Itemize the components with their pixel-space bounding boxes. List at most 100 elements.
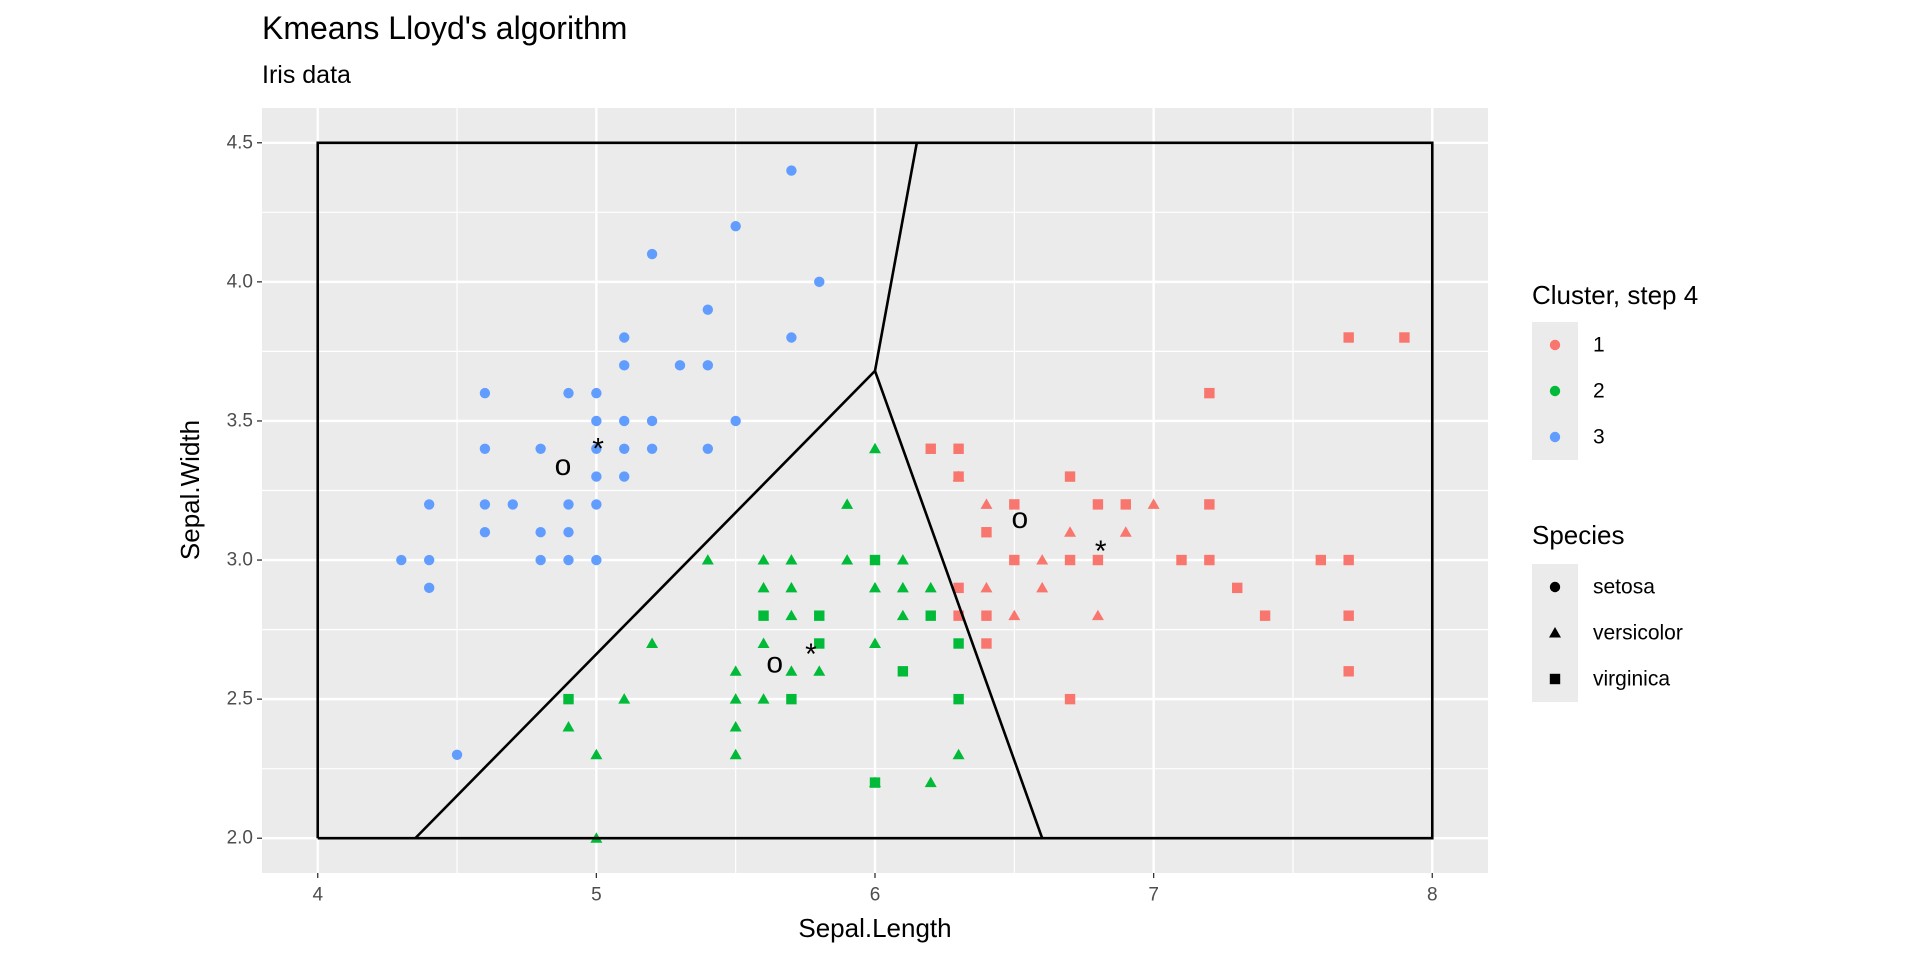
point xyxy=(925,443,936,454)
point xyxy=(786,165,797,176)
point xyxy=(563,554,574,566)
point xyxy=(952,470,965,482)
point xyxy=(1119,526,1132,537)
point xyxy=(618,693,631,704)
legend-key xyxy=(1549,627,1561,638)
point xyxy=(396,554,407,566)
x-tick-label: 7 xyxy=(1148,885,1159,906)
point xyxy=(869,554,881,566)
y-tick-label: 3.0 xyxy=(227,550,253,571)
point xyxy=(1147,498,1160,509)
legend-title: Cluster, step 4 xyxy=(1532,280,1698,310)
point xyxy=(619,471,630,482)
point xyxy=(562,720,575,732)
point xyxy=(925,610,936,621)
point xyxy=(1204,499,1215,510)
point xyxy=(869,777,881,788)
point xyxy=(757,693,770,704)
point xyxy=(535,554,546,566)
point xyxy=(591,443,602,454)
point xyxy=(1343,554,1354,566)
point xyxy=(590,748,603,760)
voronoi-edge xyxy=(873,142,919,372)
point xyxy=(786,332,797,343)
point xyxy=(1399,332,1410,343)
chart-title: Kmeans Lloyd's algorithm xyxy=(262,10,627,46)
point xyxy=(1036,554,1049,565)
point xyxy=(423,499,435,510)
legend-key xyxy=(1549,431,1561,443)
point xyxy=(729,720,742,732)
point xyxy=(1204,554,1215,566)
point xyxy=(869,581,881,593)
voronoi-edge xyxy=(873,370,1044,839)
point xyxy=(1343,332,1354,343)
point xyxy=(451,749,463,760)
point xyxy=(563,387,574,399)
point xyxy=(702,360,714,371)
point xyxy=(953,610,964,621)
point xyxy=(674,360,686,371)
legend-key xyxy=(1549,385,1561,397)
point xyxy=(814,638,825,649)
point xyxy=(423,554,435,566)
point xyxy=(953,443,964,454)
chart-subtitle: Iris data xyxy=(262,61,351,89)
center-marker: o xyxy=(766,646,783,679)
point xyxy=(981,527,992,538)
center-marker: * xyxy=(592,432,604,465)
point xyxy=(591,471,602,482)
point xyxy=(591,387,602,399)
point xyxy=(479,499,491,510)
x-tick-label: 5 xyxy=(591,885,602,906)
point xyxy=(869,637,881,648)
point xyxy=(1343,666,1354,677)
legend-label: virginica xyxy=(1593,668,1670,691)
point xyxy=(702,304,714,315)
point xyxy=(896,609,909,621)
center-marker: o xyxy=(1012,502,1029,535)
point xyxy=(953,693,964,705)
point xyxy=(924,776,937,788)
point xyxy=(646,248,658,260)
point xyxy=(785,581,798,593)
point xyxy=(591,499,602,510)
point xyxy=(646,415,658,427)
point xyxy=(757,581,770,593)
y-tick-label: 4.0 xyxy=(227,271,253,292)
legend-key xyxy=(1549,581,1561,593)
point xyxy=(785,609,798,621)
point xyxy=(1009,554,1020,566)
point xyxy=(952,748,965,760)
point xyxy=(729,748,742,760)
point xyxy=(896,554,909,565)
point xyxy=(479,387,491,399)
point xyxy=(730,221,741,232)
point xyxy=(981,638,992,649)
point xyxy=(535,527,546,538)
point xyxy=(814,610,825,621)
point xyxy=(841,498,854,509)
legend-key xyxy=(1549,339,1561,351)
point xyxy=(1204,387,1215,399)
point xyxy=(953,638,964,649)
legend-title: Species xyxy=(1532,520,1625,550)
point xyxy=(535,443,546,454)
center-marker: * xyxy=(805,638,817,671)
legend-label: versicolor xyxy=(1593,622,1683,645)
y-tick-label: 4.5 xyxy=(227,132,253,153)
point xyxy=(1120,499,1131,510)
point xyxy=(1091,609,1104,621)
point xyxy=(646,443,658,454)
point xyxy=(507,499,518,510)
point xyxy=(785,554,798,565)
point xyxy=(1232,582,1243,594)
point xyxy=(1008,609,1021,621)
y-tick-label: 2.0 xyxy=(227,828,253,849)
point xyxy=(1092,499,1104,510)
point xyxy=(980,498,993,509)
point xyxy=(729,693,742,704)
point xyxy=(869,442,881,454)
point xyxy=(1064,693,1076,705)
point xyxy=(1009,499,1020,510)
